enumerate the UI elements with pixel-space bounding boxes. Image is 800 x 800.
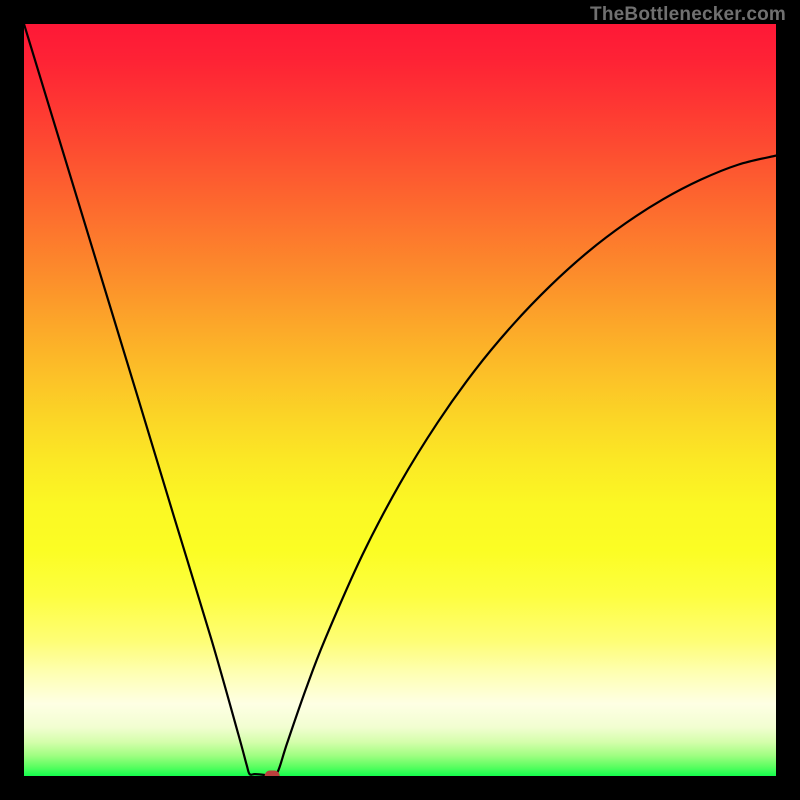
- chart-container: TheBottlenecker.com: [0, 0, 800, 800]
- bottleneck-chart: [24, 24, 776, 776]
- watermark-text: TheBottlenecker.com: [590, 4, 786, 26]
- gradient-background: [24, 24, 776, 776]
